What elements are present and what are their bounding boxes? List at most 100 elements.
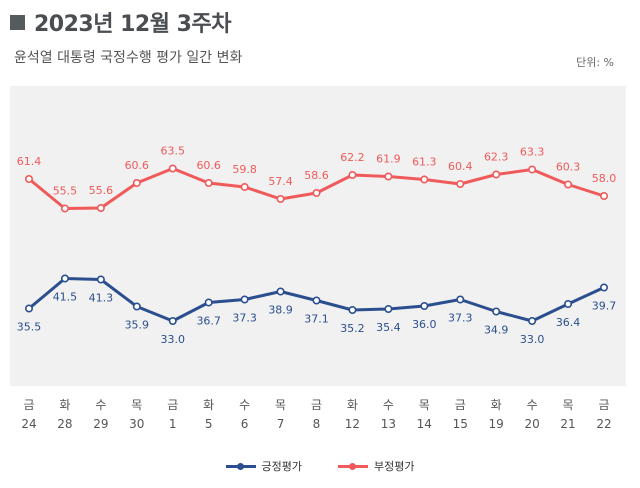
legend-label: 긍정평가	[261, 460, 302, 473]
x-tick-day: 금	[455, 398, 466, 412]
data-label: 34.9	[484, 324, 509, 337]
chart-header: 2023년 12월 3주차	[10, 6, 231, 38]
x-tick-day: 금	[23, 398, 34, 412]
data-label: 61.4	[17, 155, 42, 168]
data-point	[420, 175, 429, 184]
data-label: 60.4	[448, 160, 473, 173]
data-point	[492, 170, 501, 179]
data-label: 36.7	[196, 315, 221, 328]
data-label: 35.5	[17, 321, 42, 334]
data-label: 36.4	[556, 316, 581, 329]
x-tick-date: 13	[381, 417, 396, 431]
x-tick: 화 12	[345, 398, 360, 431]
data-label: 35.9	[125, 319, 150, 332]
data-label: 39.7	[592, 300, 617, 313]
series-긍정평가: 35.5 41.5 41.3 35.9 33.0 36.7 37.3 38.9 37.1 35.2…	[17, 274, 617, 346]
legend-label: 부정평가	[374, 460, 415, 473]
data-label: 62.2	[340, 151, 365, 164]
x-tick-date: 19	[489, 417, 504, 431]
data-label: 35.4	[376, 321, 401, 334]
x-tick-date: 30	[129, 417, 144, 431]
data-label: 55.6	[89, 184, 114, 197]
data-label: 41.3	[89, 292, 114, 305]
x-tick-date: 14	[417, 417, 432, 431]
x-tick: 금 15	[453, 398, 468, 431]
x-tick: 목 21	[560, 398, 575, 431]
data-label: 41.5	[53, 291, 78, 304]
x-tick: 수 29	[93, 398, 108, 431]
x-tick-date: 7	[277, 417, 285, 431]
x-tick-date: 22	[596, 417, 611, 431]
data-point	[24, 304, 33, 313]
data-label: 63.5	[161, 145, 186, 158]
data-label: 62.3	[484, 151, 509, 164]
x-tick-day: 화	[59, 398, 70, 412]
data-point	[24, 175, 33, 184]
x-tick-date: 20	[524, 417, 539, 431]
chart-subtitle: 윤석열 대통령 국정수행 평가 일간 변화	[14, 50, 243, 66]
data-point	[456, 295, 465, 304]
data-point	[492, 307, 501, 316]
x-tick-date: 12	[345, 417, 360, 431]
x-tick: 목 14	[417, 398, 432, 431]
x-tick-day: 금	[167, 398, 178, 412]
data-label: 36.0	[412, 318, 437, 331]
data-point	[240, 183, 249, 192]
data-label: 58.0	[592, 172, 617, 185]
data-label: 61.3	[412, 156, 437, 169]
legend-line-icon	[225, 462, 256, 470]
data-label: 33.0	[520, 333, 545, 346]
series-layer: 61.4 55.5 55.6 60.6 63.5 60.6 59.8 57.4 58.6 62.2…	[17, 145, 617, 347]
data-point	[599, 192, 608, 201]
x-tick: 목 30	[129, 398, 144, 431]
line-chart: 61.4 55.5 55.6 60.6 63.5 60.6 59.8 57.4 58.6 62.2…	[17, 145, 617, 432]
data-point	[168, 164, 177, 173]
data-label: 33.0	[161, 333, 186, 346]
x-tick-date: 28	[57, 417, 72, 431]
x-tick: 화 19	[489, 398, 504, 431]
x-tick: 수6	[239, 398, 250, 431]
x-tick-day: 수	[383, 398, 394, 412]
unit-label: 단위: %	[576, 56, 614, 69]
data-point	[132, 179, 141, 188]
data-point	[384, 172, 393, 181]
data-point	[564, 299, 573, 308]
plot-area	[10, 86, 626, 386]
data-label: 37.3	[448, 312, 473, 325]
data-label: 61.9	[376, 153, 401, 166]
data-point	[96, 204, 105, 213]
data-label: 37.3	[232, 312, 257, 325]
legend-item-부정평가: 부정평가	[338, 458, 414, 474]
x-tick-date: 24	[21, 417, 36, 431]
x-tick-day: 목	[131, 398, 142, 412]
data-point	[96, 275, 105, 284]
title-square-icon	[10, 14, 25, 30]
x-tick-day: 금	[598, 398, 609, 412]
data-label: 60.6	[125, 159, 150, 172]
x-tick: 목7	[275, 398, 286, 431]
x-tick-day: 목	[275, 398, 286, 412]
x-tick: 금8	[311, 398, 322, 431]
data-label: 57.4	[268, 175, 293, 188]
x-tick-day: 수	[527, 398, 538, 412]
data-point	[168, 316, 177, 325]
data-point	[564, 180, 573, 189]
data-point	[204, 298, 213, 307]
x-tick: 수 13	[381, 398, 396, 431]
x-tick-date: 8	[313, 417, 321, 431]
data-label: 60.3	[556, 161, 581, 174]
data-point	[312, 296, 321, 305]
x-tick: 금1	[167, 398, 178, 431]
x-tick-day: 화	[491, 398, 502, 412]
data-label: 35.2	[340, 322, 365, 335]
x-axis: 금24화28수29목30금1화5수6목7금8화12수13목14금15화19수20…	[21, 398, 611, 431]
x-tick-date: 29	[93, 417, 108, 431]
x-tick-day: 수	[95, 398, 106, 412]
chart-title: 2023년 12월 3주차	[34, 12, 231, 37]
data-point	[528, 165, 537, 174]
x-tick: 금 22	[596, 398, 611, 431]
data-label: 55.5	[53, 185, 78, 198]
data-point	[204, 179, 213, 188]
legend-line-icon	[338, 462, 368, 470]
x-tick-day: 목	[419, 398, 430, 412]
